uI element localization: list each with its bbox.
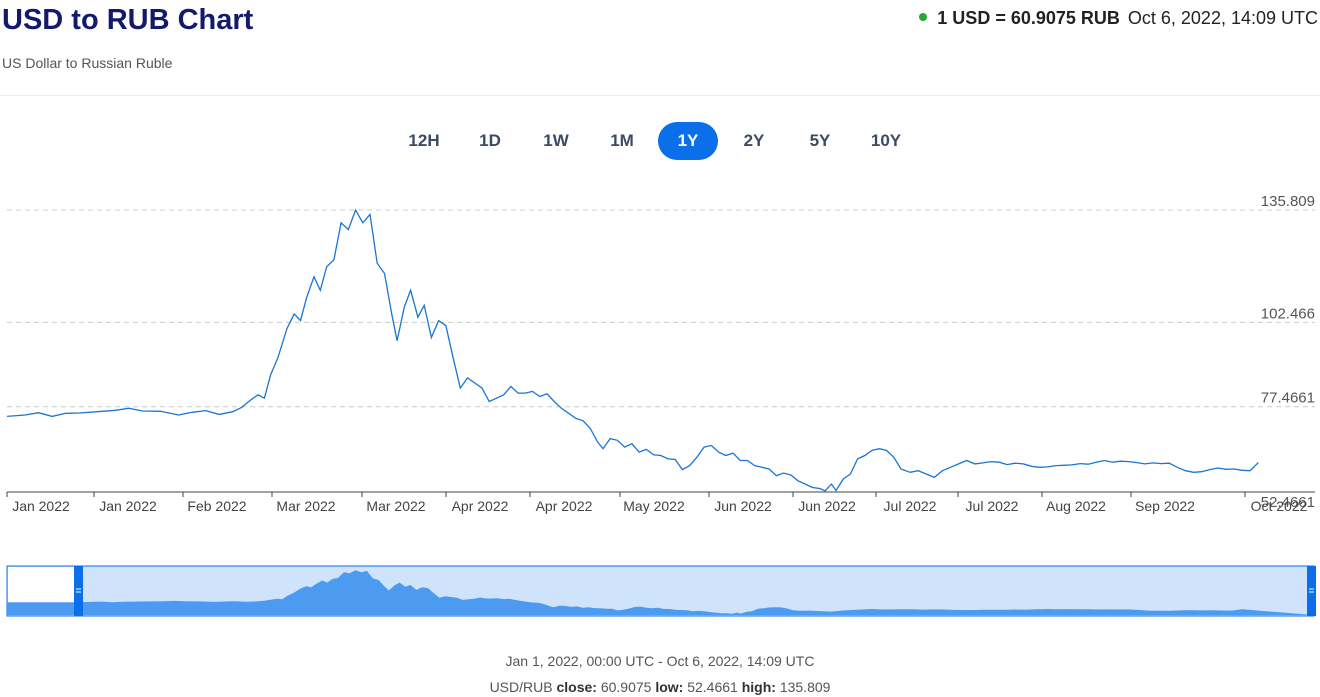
range-navigator[interactable] bbox=[0, 560, 1320, 622]
period-tab-1w[interactable]: 1W bbox=[526, 122, 586, 160]
current-rate: 1 USD = 60.9075 RUB Oct 6, 2022, 14:09 UT… bbox=[919, 8, 1318, 29]
x-tick-label: May 2022 bbox=[623, 498, 685, 514]
x-tick-label: Mar 2022 bbox=[366, 498, 425, 514]
period-tab-1y[interactable]: 1Y bbox=[658, 122, 718, 160]
live-status-dot bbox=[919, 13, 928, 22]
y-tick-label: 102.466 bbox=[1261, 305, 1315, 322]
x-tick-label: Jun 2022 bbox=[798, 498, 856, 514]
x-tick-label: Apr 2022 bbox=[536, 498, 593, 514]
high-value: 135.809 bbox=[779, 679, 831, 695]
x-tick-label: Jul 2022 bbox=[966, 498, 1019, 514]
x-tick-label: Jan 2022 bbox=[99, 498, 157, 514]
period-tab-12h[interactable]: 12H bbox=[394, 122, 454, 160]
price-line-segment bbox=[909, 459, 1259, 479]
header-divider bbox=[0, 95, 1320, 96]
period-tab-2y[interactable]: 2Y bbox=[724, 122, 784, 160]
period-tab-10y[interactable]: 10Y bbox=[856, 122, 916, 160]
x-tick-label: Oct 2022 bbox=[1251, 498, 1308, 514]
close-value: 60.9075 bbox=[600, 679, 652, 695]
period-tab-1m[interactable]: 1M bbox=[592, 122, 652, 160]
page-title: USD to RUB Chart bbox=[2, 4, 254, 36]
price-summary: USD/RUB close: 60.9075 low: 52.4661 high… bbox=[0, 679, 1320, 695]
period-tab-5y[interactable]: 5Y bbox=[790, 122, 850, 160]
x-tick-label: Jan 2022 bbox=[12, 498, 70, 514]
x-tick-label: Aug 2022 bbox=[1046, 498, 1106, 514]
high-label: high: bbox=[741, 679, 776, 695]
x-tick-label: Jul 2022 bbox=[884, 498, 937, 514]
navigator-area bbox=[7, 570, 1314, 615]
x-tick-label: Feb 2022 bbox=[187, 498, 246, 514]
x-tick-label: Mar 2022 bbox=[276, 498, 335, 514]
x-tick-label: Jun 2022 bbox=[714, 498, 772, 514]
period-selector: 12H 1D 1W 1M 1Y 2Y 5Y 10Y bbox=[394, 122, 922, 160]
x-tick-label: Sep 2022 bbox=[1135, 498, 1195, 514]
navigator-handle-left[interactable] bbox=[74, 566, 83, 616]
period-tab-1d[interactable]: 1D bbox=[460, 122, 520, 160]
y-tick-label: 77.4661 bbox=[1261, 390, 1315, 407]
page-subtitle: US Dollar to Russian Ruble bbox=[2, 55, 173, 71]
price-line-segment bbox=[6, 208, 911, 492]
main-chart[interactable]: 135.809 102.466 77.4661 52.4661 Jan 2022 Jan … bbox=[0, 180, 1320, 520]
date-range: Jan 1, 2022, 00:00 UTC - Oct 6, 2022, 14… bbox=[505, 653, 815, 669]
low-value: 52.4661 bbox=[687, 679, 738, 695]
pair-label: USD/RUB bbox=[489, 679, 553, 695]
navigator-handle-right[interactable] bbox=[1307, 566, 1316, 616]
low-label: low: bbox=[655, 679, 684, 695]
rate-value: 1 USD = 60.9075 RUB bbox=[937, 8, 1120, 28]
close-label: close: bbox=[556, 679, 597, 695]
y-tick-label: 52.4661 bbox=[1261, 494, 1315, 511]
y-tick-label: 135.809 bbox=[1261, 193, 1315, 210]
x-tick-label: Apr 2022 bbox=[452, 498, 509, 514]
rate-timestamp: Oct 6, 2022, 14:09 UTC bbox=[1127, 8, 1318, 28]
